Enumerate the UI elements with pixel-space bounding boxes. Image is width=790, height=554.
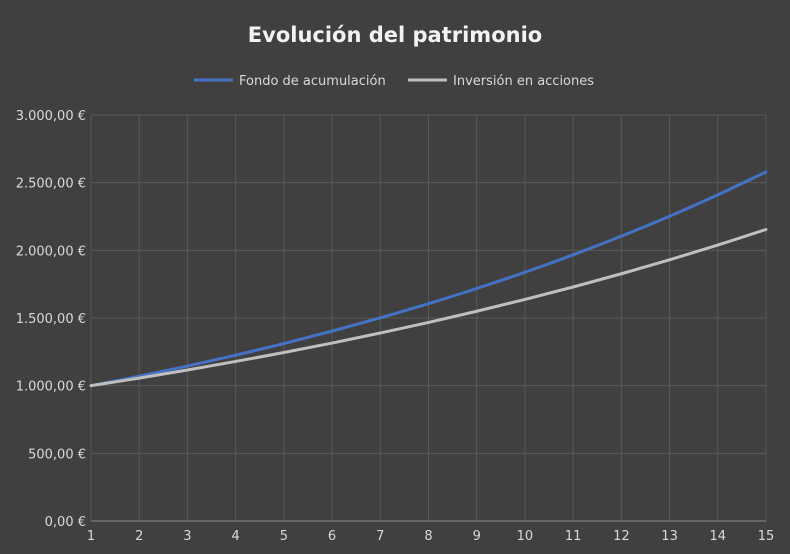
y-tick-label: 1.500,00 € <box>16 312 86 327</box>
legend: Fondo de acumulación Inversión en accion… <box>194 74 594 89</box>
chart-title: Evolución del patrimonio <box>248 23 542 47</box>
y-tick-label: 500,00 € <box>28 447 86 462</box>
x-tick-label: 15 <box>758 529 775 544</box>
y-tick-label: 3.000,00 € <box>16 109 86 124</box>
y-tick-label: 0,00 € <box>45 515 86 530</box>
x-tick-label: 5 <box>280 529 288 544</box>
y-tick-label: 2.500,00 € <box>16 177 86 192</box>
x-tick-label: 14 <box>710 529 727 544</box>
x-tick-label: 2 <box>135 529 143 544</box>
x-tick-label: 7 <box>376 529 384 544</box>
x-axis-ticks: 1 2 3 4 5 6 7 8 9 10 11 12 13 14 15 <box>87 529 774 544</box>
legend-label-fondo: Fondo de acumulación <box>239 74 386 89</box>
x-tick-label: 1 <box>87 529 95 544</box>
x-tick-label: 12 <box>613 529 630 544</box>
y-tick-label: 1.000,00 € <box>16 380 86 395</box>
y-tick-label: 2.000,00 € <box>16 244 86 259</box>
gridlines <box>90 114 767 522</box>
x-tick-label: 13 <box>661 529 678 544</box>
x-tick-label: 3 <box>183 529 191 544</box>
x-tick-label: 11 <box>565 529 582 544</box>
series-line-fondo <box>89 170 768 388</box>
x-tick-label: 4 <box>232 529 240 544</box>
x-tick-label: 9 <box>473 529 481 544</box>
y-axis-ticks: 0,00 € 500,00 € 1.000,00 € 1.500,00 € 2.000,… <box>16 109 86 530</box>
series-line-inversion <box>89 227 768 388</box>
series-lines <box>89 170 768 388</box>
x-tick-label: 8 <box>424 529 432 544</box>
x-tick-label: 10 <box>517 529 534 544</box>
x-tick-label: 6 <box>328 529 336 544</box>
legend-label-inversion: Inversión en acciones <box>453 74 594 89</box>
